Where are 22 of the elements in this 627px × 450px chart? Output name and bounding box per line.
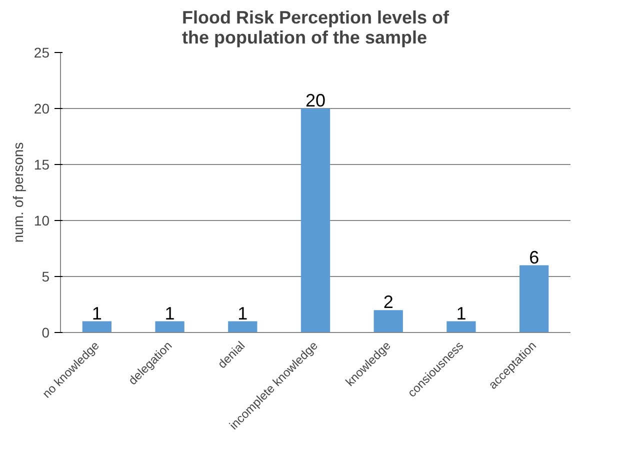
y-axis-title: num. of persons	[10, 142, 26, 243]
bar	[446, 321, 476, 332]
data-label: 2	[383, 292, 394, 312]
data-label: 20	[305, 90, 326, 110]
data-label: 1	[164, 303, 175, 324]
bar	[228, 321, 258, 332]
bar	[82, 321, 112, 332]
bar	[520, 265, 549, 332]
y-tick-label: 25	[34, 44, 50, 60]
y-tick-label: 5	[42, 268, 50, 284]
bar	[155, 321, 184, 332]
data-label: 1	[456, 303, 466, 324]
data-label: 6	[529, 247, 540, 268]
data-label: 1	[92, 303, 102, 324]
y-tick-label: 20	[34, 100, 50, 116]
chart-title: Flood Risk Perception levels of the population of the sample	[182, 8, 450, 48]
y-tick-label: 15	[34, 156, 50, 172]
y-tick-label: 0	[42, 324, 50, 340]
bar	[374, 310, 403, 332]
data-label: 1	[238, 303, 248, 324]
bar	[300, 108, 330, 332]
y-tick-label: 10	[34, 212, 50, 228]
